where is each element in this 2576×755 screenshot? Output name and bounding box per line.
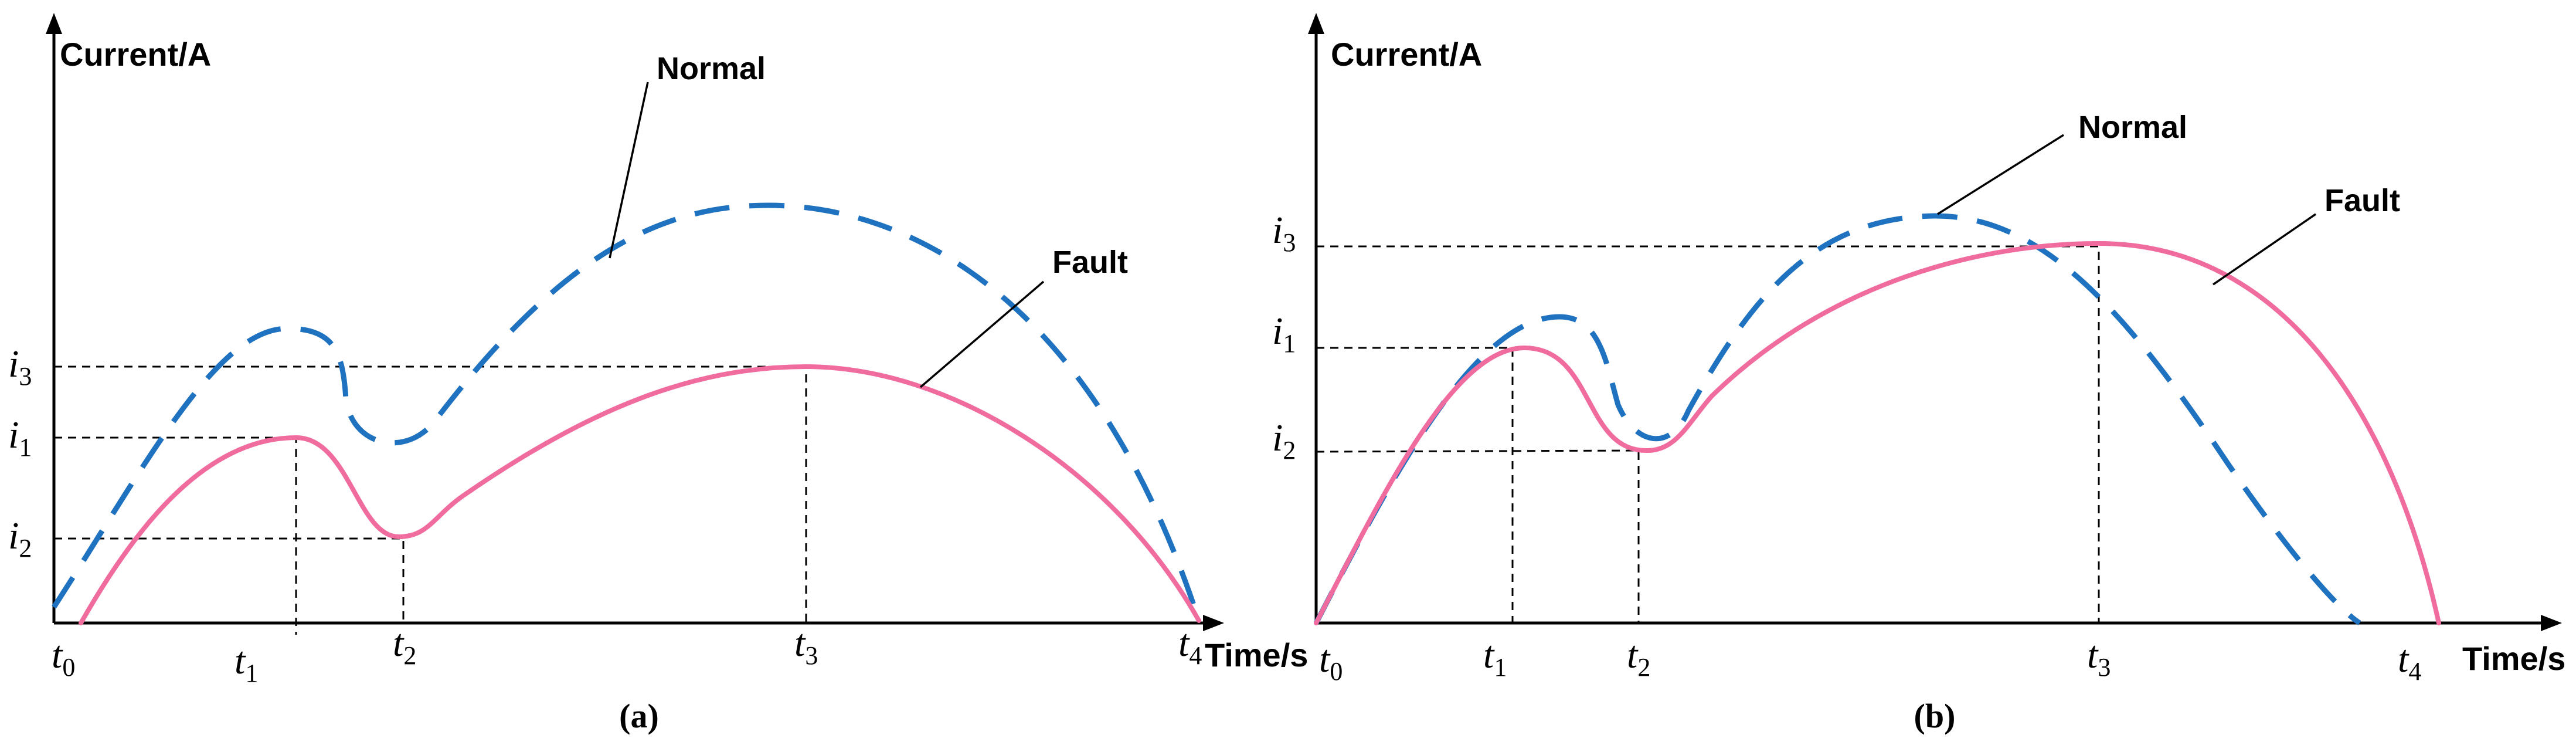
guide-i1-t1-b <box>1316 347 1514 623</box>
x-tick-t1-b: t1 <box>1483 634 1507 682</box>
y-axis-title-a: Current/A <box>60 36 211 73</box>
guide-i2-t2-a <box>54 537 405 623</box>
normal-leader-a <box>609 82 649 259</box>
x-tick-t0-a: t0 <box>52 634 75 682</box>
x-tick-t1-a: t1 <box>235 639 258 688</box>
normal-leader-b <box>1937 134 2064 215</box>
y-tick-i1-b: i1 <box>1272 310 1296 358</box>
y-axis-arrow-b <box>1308 13 1324 34</box>
x-tick-t2-b: t2 <box>1627 634 1650 682</box>
y-tick-i3-b: i3 <box>1272 209 1296 257</box>
panel-label-b: (b) <box>1914 697 1956 735</box>
guide-i2-t2-b <box>1316 449 1640 623</box>
panel-b: Current/A Time/s Normal Fault i3 i1 i2 t… <box>1272 13 2565 735</box>
y-tick-i1-a: i1 <box>8 414 32 462</box>
x-axis-title-a: Time/s <box>1205 636 1308 673</box>
normal-callout-b: Normal <box>2078 110 2187 145</box>
y-tick-i2-a: i2 <box>8 514 32 563</box>
x-tick-t0-b: t0 <box>1319 638 1343 686</box>
normal-series-b <box>1313 213 2361 625</box>
x-tick-t3-b: t3 <box>2087 634 2111 682</box>
x-axis-title-b: Time/s <box>2462 640 2565 677</box>
x-tick-t4-a: t4 <box>1178 622 1202 670</box>
y-tick-i3-a: i3 <box>8 343 32 391</box>
y-axis-arrow-a <box>46 13 62 34</box>
fault-callout-a: Fault <box>1052 245 1128 280</box>
guide-i3-t3-b <box>1316 245 2100 623</box>
panel-a: Current/A Time/s Normal Fault i3 i1 i2 t… <box>8 13 1308 735</box>
fault-series-a <box>79 364 1201 625</box>
normal-callout-a: Normal <box>657 51 766 86</box>
guide-i3-t3-a <box>54 365 807 623</box>
y-axis-title-b: Current/A <box>1331 36 1482 73</box>
x-axis-arrow-a <box>1203 615 1224 631</box>
fault-leader-a <box>919 280 1045 388</box>
fault-callout-b: Fault <box>2324 183 2400 218</box>
x-tick-t4-b: t4 <box>2398 638 2421 686</box>
normal-series-a <box>52 202 1202 622</box>
fault-leader-b <box>2213 213 2316 286</box>
x-tick-t2-a: t2 <box>393 622 416 670</box>
panel-label-a: (a) <box>619 697 659 735</box>
x-axis-arrow-b <box>2541 615 2562 631</box>
x-tick-t3-a: t3 <box>794 622 818 670</box>
y-tick-i2-b: i2 <box>1272 417 1296 465</box>
fault-series-b <box>1314 241 2441 625</box>
